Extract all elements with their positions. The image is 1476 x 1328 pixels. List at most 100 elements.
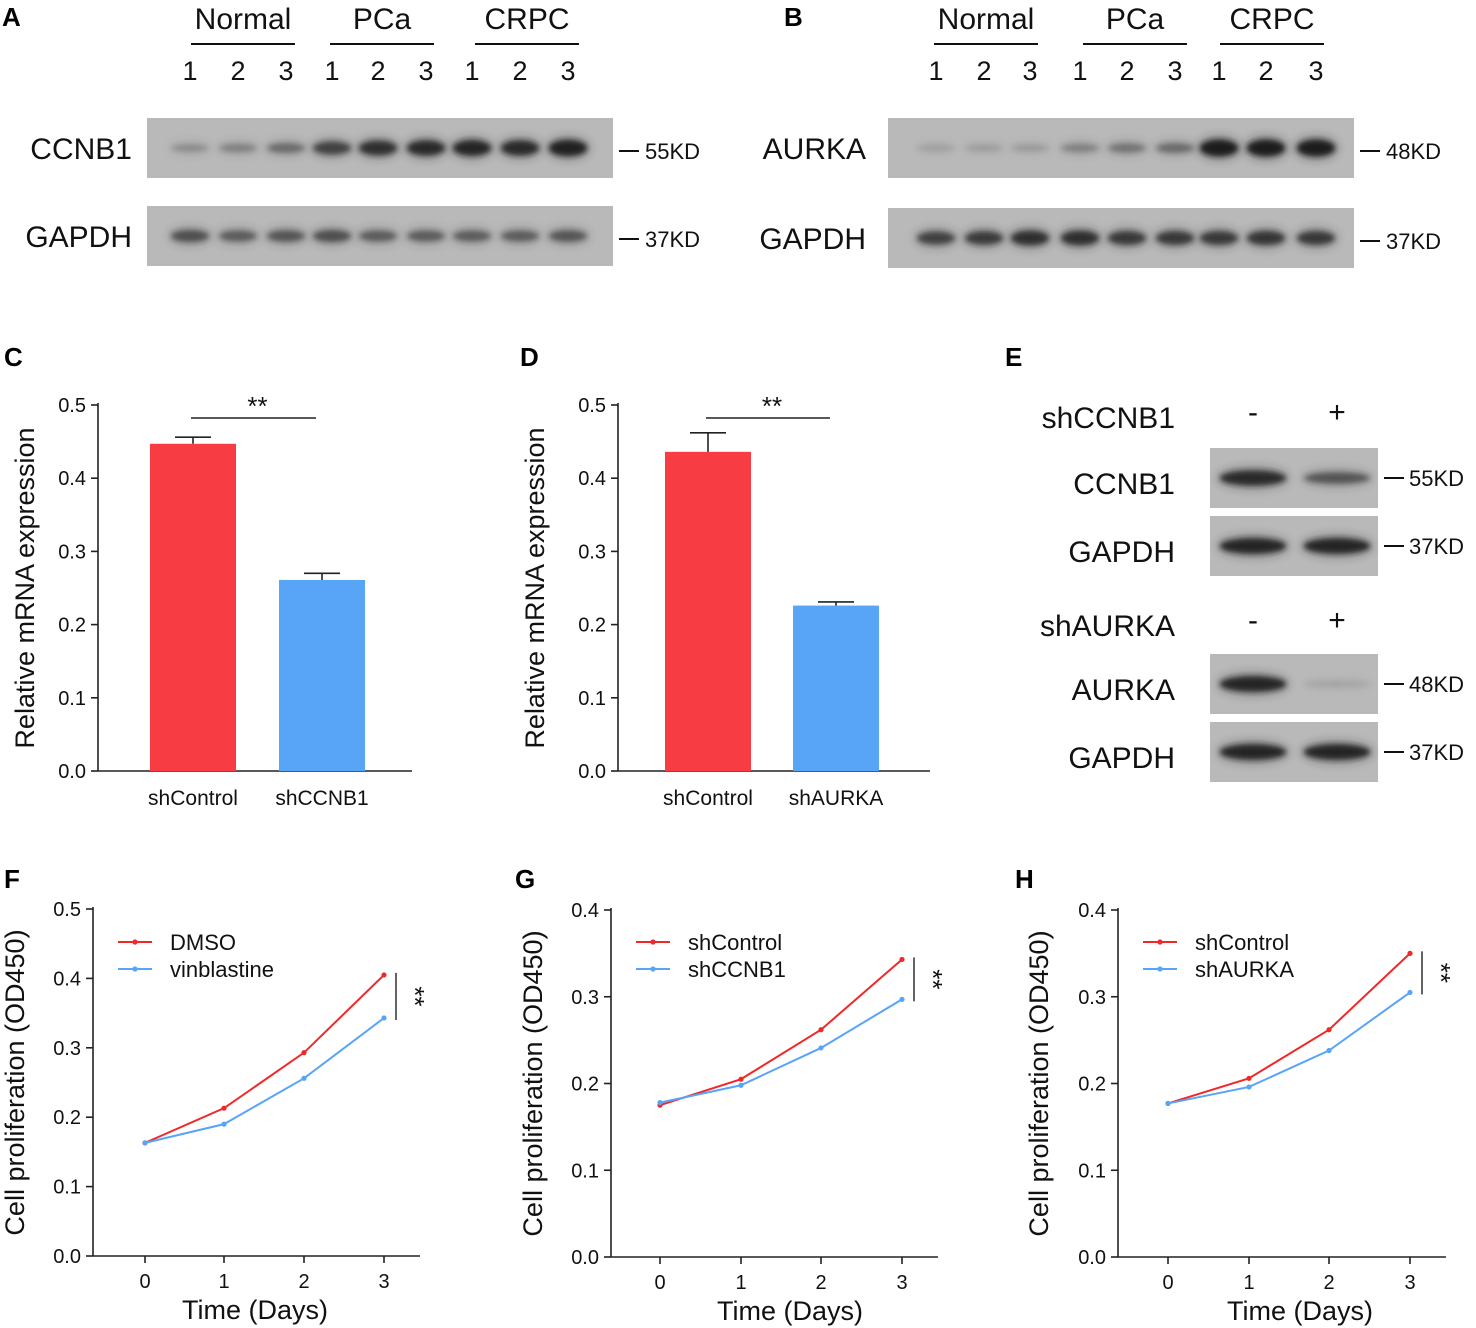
blot-row-gapdh-band-3 [1011, 231, 1049, 245]
lane-number: 2 [1258, 56, 1273, 86]
lane-number: 3 [1167, 56, 1182, 86]
y-tick-label: 0.1 [58, 688, 86, 710]
series-line-shccnb1 [659, 998, 903, 1104]
significance-mark: ** [400, 986, 430, 1006]
group-label-crpc: CRPC [1229, 3, 1314, 36]
blot-row-ccnb1-band-1 [171, 144, 209, 152]
blot-row-gapdh-band-5 [1108, 231, 1146, 245]
data-point [301, 1050, 307, 1056]
data-point [899, 956, 905, 963]
kd-label: 37KD [1409, 534, 1464, 559]
blot-row-aurka-band-4 [1061, 143, 1099, 153]
blot-row-gapdh-band-2 [965, 231, 1003, 245]
lane-number: 3 [418, 56, 433, 86]
data-point [1407, 950, 1413, 956]
lane-number: 2 [1119, 56, 1134, 86]
lane-number: 2 [370, 56, 385, 86]
blot-row-aurka-band-9 [1297, 140, 1335, 156]
y-tick-label: 0.2 [571, 1074, 599, 1096]
kd-label: 55KD [1409, 466, 1464, 491]
legend-marker [1157, 966, 1163, 972]
data-point [738, 1082, 744, 1088]
panel-letter-h: H [1015, 864, 1034, 894]
x-tick-label: 0 [654, 1272, 665, 1294]
blot-row-ccnb1-band-7 [453, 140, 491, 156]
y-tick-label: 0.2 [53, 1107, 81, 1129]
blot-row-gapdh-band-7 [1200, 231, 1238, 245]
x-tick-label: 2 [1323, 1272, 1334, 1294]
y-tick-label: 0.4 [571, 900, 599, 922]
kd-label: 37KD [1386, 229, 1441, 254]
y-tick-label: 0.1 [53, 1177, 81, 1199]
panel-d-chart: D 0.0 0.1 0.2 0.3 0.4 0.5 Relative mRNA express… [520, 342, 930, 810]
blot-row-ccnb1-band-2 [219, 143, 257, 153]
significance-mark: ** [918, 969, 948, 989]
blot-row-gapdh-band-8 [501, 230, 539, 242]
kd-label: 48KD [1409, 672, 1464, 697]
data-point [381, 1015, 387, 1021]
group-label-pca: PCa [1106, 3, 1165, 36]
kd-label: 37KD [1409, 740, 1464, 765]
protein-label-ccnb1: CCNB1 [1073, 468, 1175, 501]
y-tick-label: 0.3 [1078, 987, 1106, 1009]
lane-number: 1 [182, 56, 197, 86]
y-tick-label: 0.0 [58, 761, 86, 783]
significance-mark: ** [247, 391, 267, 421]
y-tick-label: 0.0 [1078, 1247, 1106, 1269]
blot-row-aurka-band-5 [1108, 143, 1146, 153]
y-tick-label: 0.2 [58, 615, 86, 637]
protein-label-gapdh: GAPDH [25, 221, 132, 254]
lane-number: 3 [278, 56, 293, 86]
data-point [221, 1121, 227, 1127]
significance-mark: ** [1426, 963, 1456, 983]
blot-row-gapdh-band-1 [1220, 538, 1286, 554]
blot-row-gapdh-band-9 [549, 230, 587, 242]
panel-letter-b: B [784, 2, 803, 32]
data-point [221, 1105, 227, 1111]
blot-row-aurka-band-3 [1011, 144, 1049, 152]
y-axis-title: Cell proliferation (OD450) [0, 929, 30, 1235]
legend-marker [650, 966, 656, 972]
blot-row-gapdh-band-8 [1247, 231, 1285, 245]
bar-shcontrol [665, 451, 751, 771]
data-point [818, 1045, 824, 1051]
significance-mark: ** [762, 391, 782, 421]
bar-shaurka [793, 605, 879, 771]
blot-row-ccnb1-band-8 [501, 140, 539, 156]
y-axis-title: Cell proliferation (OD450) [1024, 930, 1054, 1236]
y-tick-label: 0.5 [578, 395, 606, 417]
y-axis-title: Relative mRNA expression [10, 427, 40, 748]
y-tick-label: 0.0 [578, 761, 606, 783]
data-point [1407, 989, 1413, 996]
protein-label-aurka: AURKA [1072, 674, 1175, 707]
blot-row-gapdh-band-6 [1156, 231, 1194, 245]
kd-label: 55KD [645, 139, 700, 164]
x-tick-label: 3 [896, 1272, 907, 1294]
y-tick-label: 0.5 [53, 899, 81, 921]
panel-g-chart: G 0.0 0.1 0.2 0.3 0.4 Cell proliferation (OD45… [515, 864, 948, 1326]
data-point [1246, 1084, 1252, 1090]
y-tick-label: 0.3 [578, 541, 606, 563]
legend-label-shccnb1: shCCNB1 [688, 957, 786, 982]
lane-number: 1 [1211, 56, 1226, 86]
lane-number: 3 [1308, 56, 1323, 86]
group-label-pca: PCa [353, 3, 412, 36]
blot-row-gapdh-band-4 [313, 230, 351, 242]
blot-row-gapdh-band-4 [1061, 231, 1099, 245]
plus-sign: + [1328, 604, 1346, 637]
lane-number: 2 [512, 56, 527, 86]
y-tick-label: 0.2 [578, 615, 606, 637]
data-point [818, 1027, 824, 1033]
x-axis-title: Time (Days) [1227, 1296, 1373, 1326]
lane-number: 2 [230, 56, 245, 86]
lane-number: 3 [1022, 56, 1037, 86]
data-point [381, 972, 387, 978]
y-tick-label: 0.4 [578, 468, 606, 490]
blot-row-ccnb1-band-1 [1220, 470, 1286, 486]
panel-letter-g: G [515, 864, 535, 894]
x-tick-label: 2 [298, 1271, 309, 1293]
treatment-label-shccnb1: shCCNB1 [1042, 402, 1175, 435]
category-label: shControl [663, 787, 753, 810]
panel-f-chart: F 0.0 0.1 0.2 0.3 0.4 0.5 Cell proliferation (O… [0, 864, 430, 1325]
